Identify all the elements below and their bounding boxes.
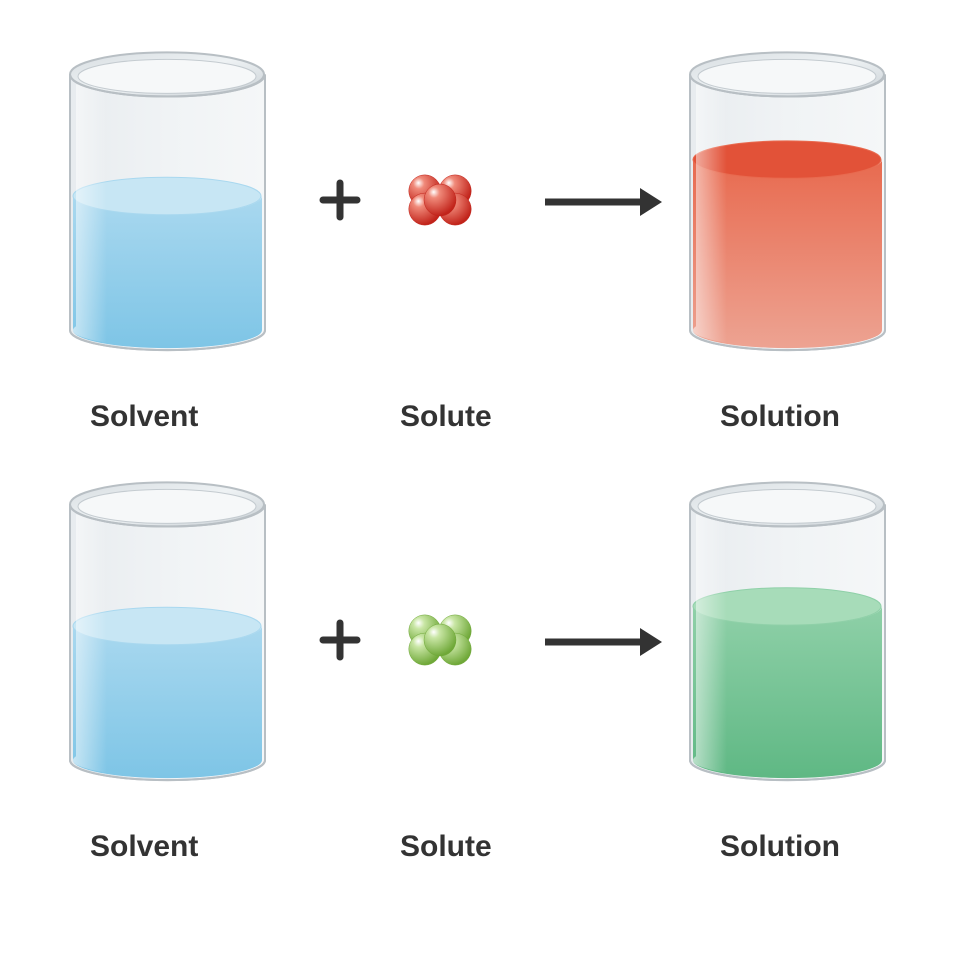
plus-icon	[319, 619, 361, 661]
arrow-icon	[545, 624, 666, 660]
solution-label: Solution	[720, 830, 840, 864]
solution-label: Solution	[720, 400, 840, 434]
solute-label: Solute	[400, 830, 492, 864]
beaker	[670, 480, 905, 800]
beaker	[50, 480, 285, 800]
arrow-icon	[545, 184, 666, 220]
plus-icon	[319, 179, 361, 221]
beaker	[670, 50, 905, 370]
solvent-label: Solvent	[90, 830, 198, 864]
beaker	[50, 50, 285, 370]
solvent-label: Solvent	[90, 400, 198, 434]
solute-label: Solute	[400, 400, 492, 434]
solute-molecule	[400, 160, 480, 240]
diagram-canvas: Solvent Solute Solution Solvent Solute Soluti…	[0, 0, 980, 980]
solute-molecule	[400, 600, 480, 680]
